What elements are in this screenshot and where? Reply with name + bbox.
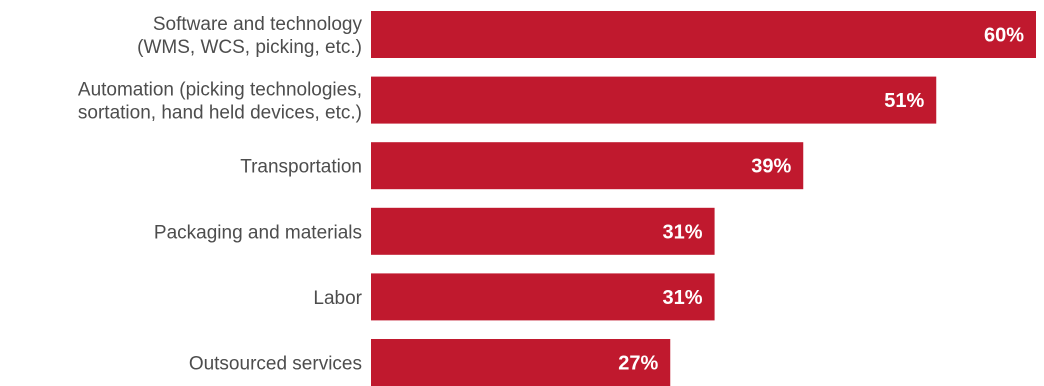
bars-group: 60% Software and technology (WMS, WCS, pic…: [78, 11, 1036, 386]
category-label-4: Labor: [313, 288, 362, 309]
value-label-0: 60%: [984, 25, 1024, 47]
category-label-line: (WMS, WCS, picking, etc.): [137, 37, 362, 58]
category-label-line: Packaging and materials: [154, 222, 362, 243]
bar-0: [371, 11, 1036, 58]
bar-2: [371, 142, 804, 190]
category-label-line: Outsourced services: [189, 354, 362, 375]
category-label-0: Software and technology (WMS, WCS, pickin…: [137, 14, 362, 58]
category-label-line: Transportation: [240, 157, 362, 178]
bar-4: [371, 273, 715, 321]
value-label-5: 27%: [618, 353, 658, 375]
bar-1: [371, 76, 937, 124]
value-label-4: 31%: [663, 287, 703, 309]
bar-5: [371, 339, 671, 386]
value-label-1: 51%: [884, 90, 924, 112]
category-label-2: Transportation: [240, 157, 362, 178]
category-label-line: Labor: [313, 288, 362, 309]
category-label-line: sortation, hand held devices, etc.): [78, 103, 362, 124]
category-label-3: Packaging and materials: [154, 222, 362, 243]
value-label-3: 31%: [663, 221, 703, 243]
category-label-1: Automation (picking technologies, sortati…: [78, 80, 362, 124]
bar-3: [371, 207, 715, 255]
category-label-5: Outsourced services: [189, 354, 362, 375]
category-label-line: Software and technology: [153, 14, 363, 35]
category-label-line: Automation (picking technologies,: [78, 80, 362, 101]
value-label-2: 39%: [751, 156, 791, 178]
